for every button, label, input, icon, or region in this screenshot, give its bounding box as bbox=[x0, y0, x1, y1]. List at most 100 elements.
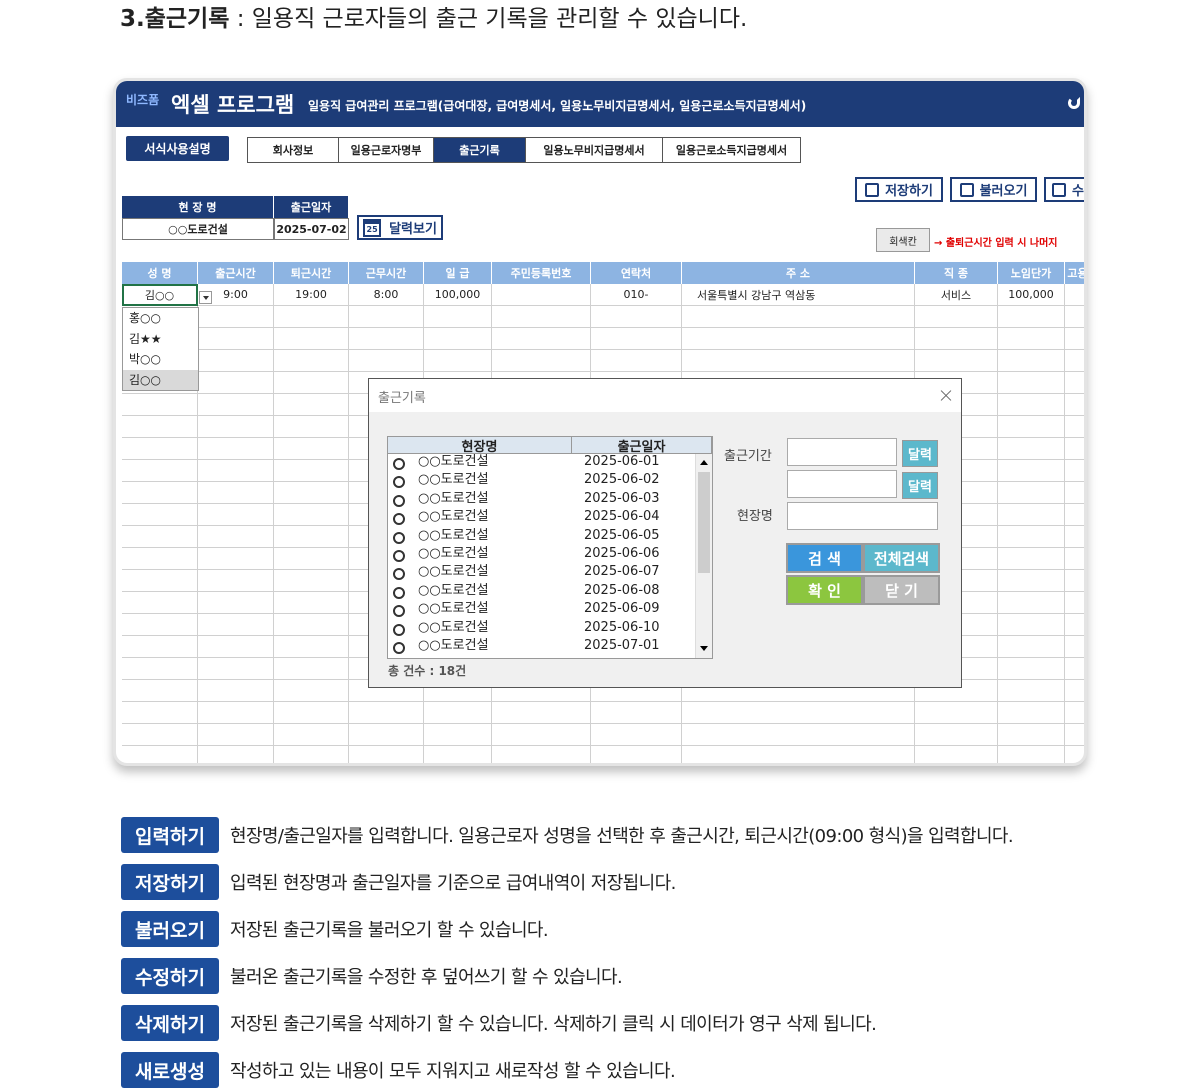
grid-cell[interactable] bbox=[591, 724, 682, 746]
grid-cell[interactable] bbox=[1065, 658, 1084, 680]
grid-cell[interactable] bbox=[682, 350, 915, 372]
grid-cell[interactable] bbox=[1065, 372, 1084, 394]
grid-cell[interactable] bbox=[274, 570, 349, 592]
grid-cell[interactable] bbox=[998, 482, 1065, 504]
grid-cell[interactable] bbox=[682, 328, 915, 350]
grid-cell[interactable] bbox=[998, 702, 1065, 724]
radio[interactable] bbox=[393, 476, 405, 489]
grid-cell[interactable] bbox=[1065, 438, 1084, 460]
grid-cell[interactable] bbox=[682, 724, 915, 746]
grid-cell[interactable] bbox=[591, 328, 682, 350]
grid-cell[interactable] bbox=[274, 460, 349, 482]
grid-cell[interactable] bbox=[198, 504, 274, 526]
toolbar-button[interactable]: 불러오기 bbox=[950, 177, 1037, 202]
grid-cell[interactable] bbox=[591, 746, 682, 763]
grid-cell[interactable] bbox=[122, 614, 198, 636]
grid-cell[interactable] bbox=[591, 680, 682, 702]
grid-cell[interactable] bbox=[998, 460, 1065, 482]
grid-cell[interactable] bbox=[274, 416, 349, 438]
text-input[interactable] bbox=[787, 502, 938, 530]
grid-cell[interactable] bbox=[424, 680, 492, 702]
tab[interactable]: 출근기록 bbox=[433, 137, 526, 163]
grid-cell[interactable] bbox=[998, 416, 1065, 438]
grid-cell[interactable] bbox=[274, 306, 349, 328]
grid-cell[interactable] bbox=[998, 394, 1065, 416]
grid-cell[interactable] bbox=[998, 306, 1065, 328]
grid-cell[interactable] bbox=[198, 372, 274, 394]
scroll-down[interactable] bbox=[700, 646, 708, 651]
grid-cell[interactable] bbox=[122, 394, 198, 416]
grid-cell[interactable] bbox=[591, 306, 682, 328]
grid-cell[interactable] bbox=[424, 724, 492, 746]
grid-cell[interactable] bbox=[424, 350, 492, 372]
grid-cell[interactable] bbox=[122, 724, 198, 746]
grid-cell[interactable] bbox=[915, 702, 998, 724]
grid-cell[interactable] bbox=[198, 394, 274, 416]
radio[interactable] bbox=[393, 513, 405, 526]
grid-cell[interactable] bbox=[349, 350, 424, 372]
grid-cell[interactable] bbox=[274, 658, 349, 680]
toolbar-button[interactable]: 수 bbox=[1044, 177, 1084, 202]
grid-cell[interactable] bbox=[492, 328, 591, 350]
grid-cell[interactable] bbox=[492, 350, 591, 372]
grid-cell[interactable] bbox=[1065, 526, 1084, 548]
grid-cell[interactable] bbox=[1065, 636, 1084, 658]
radio[interactable] bbox=[393, 568, 405, 581]
grid-cell[interactable] bbox=[274, 438, 349, 460]
grid-cell[interactable] bbox=[349, 702, 424, 724]
grid-cell[interactable] bbox=[1065, 284, 1084, 306]
text-input[interactable] bbox=[787, 470, 897, 498]
grid-cell[interactable] bbox=[349, 746, 424, 763]
grid-cell[interactable]: 서비스 bbox=[915, 284, 998, 306]
dropdown-item[interactable]: 홍○○ bbox=[129, 311, 161, 325]
grid-cell[interactable] bbox=[274, 614, 349, 636]
grid-cell[interactable] bbox=[1065, 702, 1084, 724]
grid-cell[interactable] bbox=[998, 614, 1065, 636]
grid-cell[interactable] bbox=[122, 658, 198, 680]
grid-cell[interactable] bbox=[122, 504, 198, 526]
grid-cell[interactable] bbox=[122, 746, 198, 763]
grid-cell[interactable] bbox=[274, 394, 349, 416]
grid-cell[interactable] bbox=[349, 680, 424, 702]
grid-cell[interactable] bbox=[998, 504, 1065, 526]
scroll-thumb[interactable] bbox=[698, 472, 710, 573]
dialog-button[interactable]: 확 인 bbox=[786, 575, 863, 605]
scroll-up[interactable] bbox=[700, 460, 708, 465]
grid-cell[interactable] bbox=[198, 416, 274, 438]
dropdown-item[interactable]: 박○○ bbox=[129, 352, 161, 366]
grid-cell[interactable] bbox=[915, 680, 998, 702]
tab[interactable]: 회사정보 bbox=[247, 137, 339, 163]
tab[interactable]: 일용근로소득지급명세서 bbox=[662, 137, 801, 163]
grid-cell[interactable] bbox=[122, 438, 198, 460]
grid-cell[interactable] bbox=[122, 460, 198, 482]
grid-cell[interactable] bbox=[198, 746, 274, 763]
grid-cell[interactable] bbox=[1065, 460, 1084, 482]
grid-cell[interactable] bbox=[198, 460, 274, 482]
grid-cell[interactable] bbox=[274, 746, 349, 763]
radio[interactable] bbox=[393, 494, 405, 507]
dialog-button[interactable]: 검 색 bbox=[786, 543, 863, 573]
grid-cell[interactable] bbox=[274, 372, 349, 394]
grid-cell[interactable] bbox=[274, 724, 349, 746]
grid-cell[interactable] bbox=[198, 724, 274, 746]
grid-cell[interactable] bbox=[198, 482, 274, 504]
grid-cell[interactable] bbox=[998, 636, 1065, 658]
grid-cell[interactable] bbox=[198, 306, 274, 328]
grid-cell[interactable] bbox=[424, 306, 492, 328]
grid-cell[interactable] bbox=[274, 504, 349, 526]
grid-cell[interactable] bbox=[915, 746, 998, 763]
grid-cell[interactable] bbox=[492, 306, 591, 328]
grid-cell[interactable] bbox=[915, 306, 998, 328]
grid-cell[interactable] bbox=[492, 746, 591, 763]
grid-cell[interactable] bbox=[998, 746, 1065, 763]
grid-cell[interactable] bbox=[274, 702, 349, 724]
grid-cell[interactable] bbox=[682, 306, 915, 328]
grid-cell[interactable] bbox=[998, 680, 1065, 702]
grid-cell[interactable] bbox=[424, 328, 492, 350]
grid-cell[interactable] bbox=[1065, 306, 1084, 328]
grid-cell[interactable] bbox=[122, 636, 198, 658]
calendar-small-button[interactable]: 달력 bbox=[902, 440, 938, 467]
grid-cell[interactable] bbox=[198, 350, 274, 372]
grid-cell[interactable] bbox=[682, 680, 915, 702]
radio[interactable] bbox=[393, 550, 405, 562]
